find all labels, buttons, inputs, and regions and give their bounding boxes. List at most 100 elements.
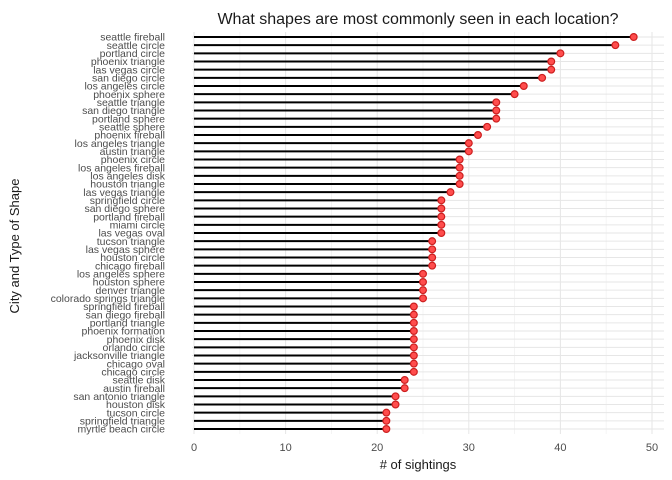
y-tick-label: austin triangle — [100, 146, 166, 158]
y-tick-label: chicago oval — [107, 358, 165, 370]
y-tick-label: tucson triangle — [97, 236, 165, 248]
y-tick-label: portland triangle — [90, 317, 165, 329]
y-tick-label: denver triangle — [96, 285, 166, 297]
lollipop-point — [409, 327, 418, 336]
lollipop-point — [409, 359, 418, 368]
y-tick-label: phoenix circle — [101, 154, 165, 166]
y-tick-label: san diego sphere — [84, 203, 165, 215]
lollipop-point — [428, 245, 437, 254]
lollipop-point — [455, 163, 464, 172]
lollipop-point — [400, 376, 409, 385]
y-tick-label: san diego fireball — [86, 309, 165, 321]
y-tick-label: san diego triangle — [82, 105, 165, 117]
y-tick-label: austin fireball — [103, 383, 165, 395]
lollipop-point — [519, 81, 528, 90]
lollipop-point — [437, 212, 446, 221]
y-tick-label: phoenix fireball — [94, 130, 165, 142]
lollipop-point — [419, 294, 428, 303]
y-tick-label: los angeles sphere — [77, 268, 165, 280]
lollipop-point — [428, 253, 437, 262]
y-tick-label: springfield circle — [90, 195, 165, 207]
y-tick-label: houston sphere — [93, 277, 166, 289]
y-tick-label: las vegas oval — [98, 228, 165, 240]
lollipop-point — [510, 90, 519, 99]
y-axis-title: City and Type of Shape — [7, 179, 22, 314]
lollipop-point — [492, 114, 501, 123]
lollipop-point — [382, 425, 391, 434]
y-tick-label: seattle sphere — [99, 121, 165, 133]
lollipop-point — [409, 310, 418, 319]
lollipop-point — [409, 335, 418, 344]
x-axis-title: # of sightings — [380, 457, 457, 472]
chart-title: What shapes are most commonly seen in ea… — [217, 11, 618, 28]
y-tick-label: los angeles fireball — [78, 162, 165, 174]
y-tick-label: seattle disk — [112, 375, 165, 387]
y-tick-label: orlando circle — [103, 342, 166, 354]
y-tick-label: houston triangle — [90, 179, 165, 191]
y-tick-label: las vegas circle — [93, 64, 165, 76]
lollipop-point — [437, 229, 446, 238]
x-tick-label: 10 — [279, 442, 291, 454]
y-tick-label: las vegas sphere — [86, 244, 166, 256]
lollipop-point — [428, 237, 437, 246]
lollipop-point — [382, 408, 391, 417]
lollipop-point — [437, 196, 446, 205]
lollipop-point — [464, 139, 473, 148]
lollipop-point — [455, 155, 464, 164]
lollipop-point — [629, 32, 638, 41]
y-tick-label: colorado springs triangle — [51, 293, 166, 305]
lollipop-point — [492, 98, 501, 107]
lollipop-point — [437, 204, 446, 213]
lollipop-point — [419, 269, 428, 278]
y-tick-label: seattle triangle — [97, 97, 165, 109]
y-tick-label: seattle circle — [107, 40, 166, 52]
points — [382, 32, 638, 434]
x-tick-label: 20 — [371, 442, 383, 454]
y-tick-label: portland fireball — [93, 211, 165, 223]
stems — [194, 36, 634, 430]
lollipop-point — [409, 367, 418, 376]
x-tick-label: 30 — [463, 442, 475, 454]
lollipop-point — [391, 400, 400, 409]
lollipop-point — [492, 106, 501, 115]
lollipop-point — [464, 147, 473, 156]
y-tick-label: chicago fireball — [95, 260, 165, 272]
lollipop-point — [556, 49, 565, 58]
y-tick-label: springfield fireball — [83, 301, 165, 313]
y-tick-label: san antonio triangle — [73, 391, 165, 403]
y-tick-label: phoenix disk — [107, 334, 166, 346]
lollipop-point — [446, 188, 455, 197]
lollipop-point — [400, 384, 409, 393]
y-tick-label: phoenix sphere — [93, 89, 165, 101]
y-tick-label: springfield triangle — [80, 415, 165, 427]
lollipop-point — [409, 302, 418, 311]
lollipop-point — [473, 131, 482, 140]
y-tick-label: houston disk — [106, 399, 166, 411]
lollipop-point — [437, 220, 446, 229]
y-tick-label: portland circle — [100, 48, 166, 60]
y-tick-label: phoenix formation — [82, 326, 166, 338]
lollipop-point — [547, 57, 556, 66]
lollipop-point — [611, 41, 620, 50]
x-tick-label: 50 — [646, 442, 658, 454]
lollipop-point — [382, 416, 391, 425]
x-tick-label: 0 — [191, 442, 197, 454]
lollipop-point — [391, 392, 400, 401]
y-tick-label: jacksonville triangle — [73, 350, 165, 362]
lollipop-point — [409, 343, 418, 352]
y-tick-label: houston circle — [100, 252, 165, 264]
x-tick-label: 40 — [554, 442, 566, 454]
lollipop-point — [455, 180, 464, 189]
y-tick-label: portland sphere — [92, 113, 165, 125]
y-tick-label: los angeles disk — [90, 170, 165, 182]
lollipop-point — [428, 261, 437, 270]
y-tick-label: los angeles triangle — [75, 138, 166, 150]
lollipop-point — [419, 286, 428, 295]
y-tick-label: san diego circle — [92, 72, 165, 84]
x-tick-labels: 0 10 20 30 40 50 — [191, 442, 658, 454]
lollipop-point — [483, 122, 492, 131]
y-tick-label: las vegas triangle — [83, 187, 165, 199]
